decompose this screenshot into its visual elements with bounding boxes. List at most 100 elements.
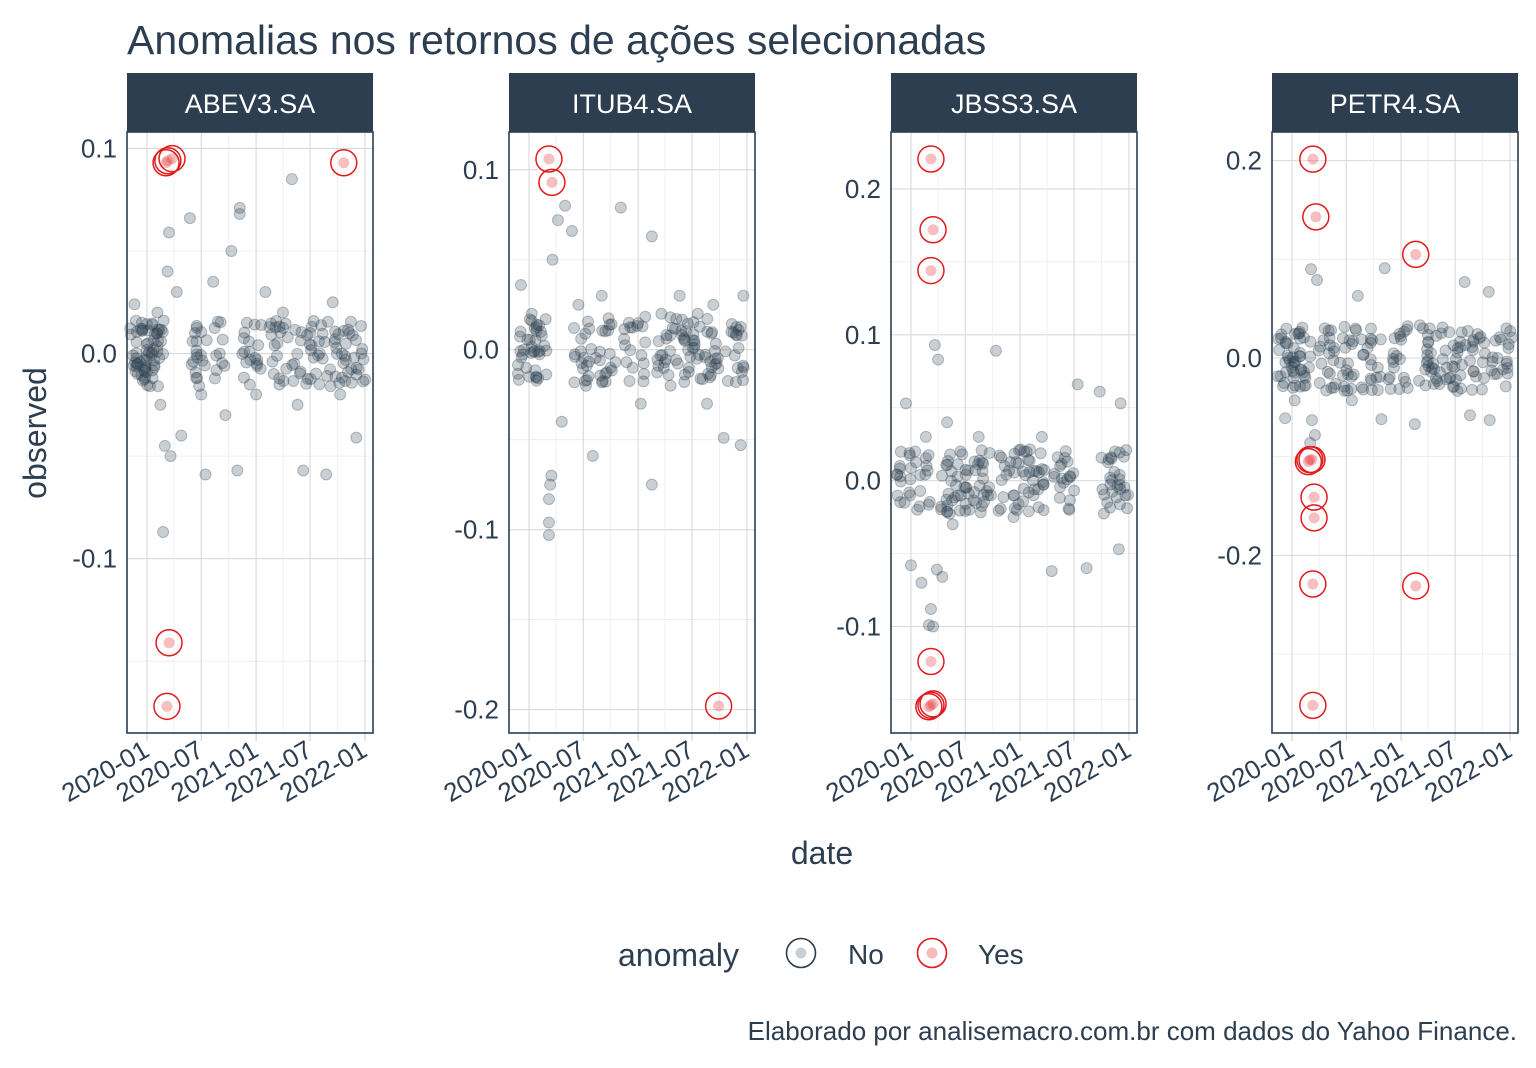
- point-normal: [134, 356, 147, 369]
- point-normal: [1425, 365, 1438, 378]
- point-normal: [1019, 469, 1032, 482]
- point-normal: [339, 353, 352, 366]
- point-normal: [559, 199, 572, 212]
- point-normal: [1387, 361, 1400, 374]
- point-normal: [276, 306, 289, 319]
- point-normal: [1020, 445, 1033, 458]
- point-normal: [568, 348, 581, 361]
- point-normal: [1000, 468, 1013, 481]
- point-normal: [532, 372, 545, 385]
- point-normal: [1364, 322, 1377, 335]
- point-normal: [1483, 414, 1496, 427]
- point-normal: [1010, 504, 1023, 517]
- point-normal: [1375, 413, 1388, 426]
- point-normal: [1297, 366, 1310, 379]
- point-normal: [294, 334, 307, 347]
- point-normal: [574, 345, 587, 358]
- point-normal: [951, 489, 964, 502]
- point-normal: [1500, 322, 1513, 335]
- point-normal: [1298, 369, 1311, 382]
- point-normal: [1302, 361, 1315, 374]
- point-normal: [1395, 333, 1408, 346]
- point-normal: [898, 496, 911, 509]
- legend-key-yes-dot: [926, 947, 938, 959]
- point-normal: [1454, 369, 1467, 382]
- point-normal: [727, 326, 740, 339]
- point-normal: [542, 529, 555, 542]
- point-normal: [941, 454, 954, 467]
- point-normal: [1298, 379, 1311, 392]
- point-normal: [703, 371, 716, 384]
- point-normal: [211, 315, 224, 328]
- point-normal: [1327, 381, 1340, 394]
- point-normal: [735, 329, 748, 342]
- point-normal: [514, 330, 527, 343]
- point-normal: [1297, 331, 1310, 344]
- point-normal: [191, 351, 204, 364]
- point-normal: [187, 355, 200, 368]
- point-normal: [941, 459, 954, 472]
- point-normal: [1032, 501, 1045, 514]
- point-normal: [919, 430, 932, 443]
- point-normal: [1371, 361, 1384, 374]
- point-normal: [129, 365, 142, 378]
- point-normal: [1286, 351, 1299, 364]
- point-normal: [533, 344, 546, 357]
- panel-background: [1272, 132, 1518, 733]
- point-normal: [240, 316, 253, 329]
- point-normal: [664, 379, 677, 392]
- point-normal: [130, 360, 143, 373]
- point-anomaly-ring: [153, 692, 181, 721]
- point-normal: [1491, 351, 1504, 364]
- point-normal: [978, 495, 991, 508]
- point-normal: [1504, 325, 1517, 338]
- point-normal: [1399, 375, 1412, 388]
- point-normal: [198, 359, 211, 372]
- point-normal: [1275, 328, 1288, 341]
- point-anomaly-ring: [1298, 445, 1326, 474]
- point-normal: [1327, 354, 1340, 367]
- point-normal: [698, 351, 711, 364]
- point-normal: [157, 348, 170, 361]
- point-normal: [1371, 383, 1384, 396]
- point-normal: [135, 322, 148, 335]
- point-normal: [700, 397, 713, 410]
- point-normal: [624, 344, 637, 357]
- point-normal: [190, 371, 203, 384]
- point-normal: [1342, 357, 1355, 370]
- point-normal: [904, 473, 917, 486]
- point-normal: [1421, 354, 1434, 367]
- point-normal: [295, 326, 308, 339]
- point-normal: [530, 371, 543, 384]
- point-normal: [1293, 325, 1306, 338]
- point-normal: [1023, 466, 1036, 479]
- point-normal: [131, 358, 144, 371]
- point-normal: [533, 319, 546, 332]
- point-normal: [1304, 350, 1317, 363]
- point-normal: [297, 464, 310, 477]
- point-normal: [142, 324, 155, 337]
- point-normal: [688, 341, 701, 354]
- point-normal: [941, 416, 954, 429]
- point-normal: [1037, 504, 1050, 517]
- point-normal: [148, 359, 161, 372]
- point-normal: [1339, 341, 1352, 354]
- point-normal: [175, 429, 188, 442]
- point-normal: [1281, 337, 1294, 350]
- point-normal: [216, 333, 229, 346]
- point-normal: [1108, 466, 1121, 479]
- point-normal: [1289, 355, 1302, 368]
- point-normal: [1401, 381, 1414, 394]
- point-normal: [233, 208, 246, 221]
- point-normal: [1304, 335, 1317, 348]
- point-normal: [1321, 365, 1334, 378]
- point-normal: [1351, 289, 1364, 302]
- point-normal: [1475, 383, 1488, 396]
- point-normal: [303, 338, 316, 351]
- point-normal: [959, 504, 972, 517]
- point-normal: [190, 319, 203, 332]
- point-normal: [1114, 483, 1127, 496]
- point-normal: [1329, 378, 1342, 391]
- point-normal: [1287, 342, 1300, 355]
